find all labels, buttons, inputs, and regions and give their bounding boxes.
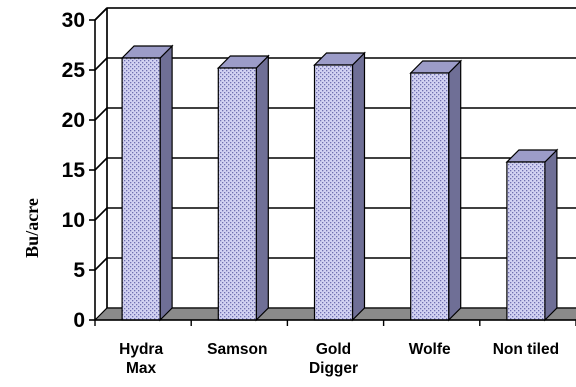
y-tick-label: 0	[73, 309, 85, 332]
axes	[89, 7, 576, 326]
x-category-label: Hydra Max	[119, 341, 163, 377]
x-category-label: Samson	[207, 341, 267, 358]
bar-front	[121, 57, 161, 321]
x-category-label: Wolfe	[409, 341, 451, 358]
bar	[409, 59, 463, 322]
bar-front	[506, 161, 546, 321]
bar-front	[313, 64, 354, 321]
y-tick-labels: 0 5 10 15 20 25 30	[62, 9, 86, 332]
x-category-label: Gold Digger	[309, 341, 358, 377]
y-axis-title: Bu/acre	[22, 198, 42, 258]
bar-side	[159, 44, 173, 322]
bar-side	[544, 148, 558, 322]
bar-front	[410, 72, 450, 321]
x-category-label: Non tiled	[493, 341, 559, 358]
bar-side	[255, 54, 269, 322]
gridline-side	[94, 107, 108, 121]
bar-side	[351, 51, 366, 322]
bar-side	[448, 59, 462, 322]
bar	[216, 54, 270, 322]
gridline-side	[94, 57, 108, 71]
gridline-side	[94, 157, 108, 171]
y-tick-label: 25	[62, 59, 86, 82]
bars	[120, 44, 559, 322]
bar	[505, 148, 559, 322]
y-tick-label: 20	[62, 109, 85, 132]
x-category-labels: Hydra Max Samson Gold Digger Wolfe Non tiled	[119, 341, 559, 377]
bar	[120, 44, 174, 322]
gridline-side	[94, 207, 108, 221]
y-axis-top-edge	[94, 7, 108, 21]
y-tick-label: 15	[62, 159, 86, 182]
y-tick-label: 10	[62, 209, 85, 232]
bar-front	[217, 67, 257, 321]
bar	[313, 51, 366, 322]
y-tick-label: 5	[73, 259, 85, 282]
gridline-side	[94, 257, 108, 271]
y-tick-label: 30	[62, 9, 85, 32]
